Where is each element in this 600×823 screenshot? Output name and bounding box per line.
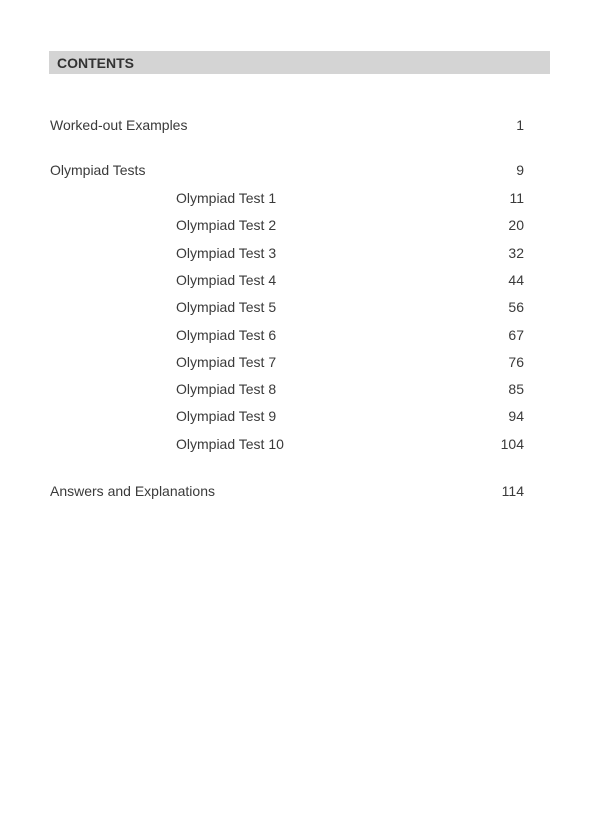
entry-title: Olympiad Test 7 [176, 353, 277, 370]
toc-entry[interactable]: Worked-out Examples 1 [50, 117, 524, 133]
entry-page: 56 [508, 299, 524, 316]
entry-title: Olympiad Test 4 [176, 271, 277, 288]
contents-heading: CONTENTS [57, 55, 134, 71]
entry-page: 44 [508, 271, 524, 288]
entry-title: Olympiad Test 2 [176, 217, 277, 234]
entry-title: Olympiad Tests [50, 162, 146, 178]
entry-page: 1 [516, 117, 524, 133]
entry-page: 32 [508, 244, 524, 261]
entry-title: Olympiad Test 10 [176, 435, 284, 452]
toc-entry[interactable]: Olympiad Test 3 32 [176, 245, 524, 261]
entry-page: 76 [508, 353, 524, 370]
toc-entry[interactable]: Olympiad Test 10 104 [176, 436, 524, 452]
entry-page: 114 [501, 483, 524, 499]
toc-entry[interactable]: Olympiad Test 6 67 [176, 327, 524, 343]
entry-title: Olympiad Test 8 [176, 381, 277, 398]
toc-entry[interactable]: Olympiad Test 1 11 [176, 190, 524, 206]
entry-page: 94 [508, 408, 524, 425]
toc-entry[interactable]: Olympiad Test 8 85 [176, 381, 524, 397]
entry-title: Answers and Explanations [50, 483, 215, 499]
entry-page: 104 [500, 435, 524, 452]
toc-entry[interactable]: Olympiad Test 2 20 [176, 217, 524, 233]
toc-entry[interactable]: Olympiad Test 5 56 [176, 299, 524, 315]
entry-title: Olympiad Test 5 [176, 299, 277, 316]
toc-entry[interactable]: Olympiad Test 7 76 [176, 354, 524, 370]
entry-page: 85 [508, 381, 524, 398]
entry-title: Olympiad Test 3 [176, 244, 277, 261]
entry-title: Olympiad Test 9 [176, 408, 277, 425]
entry-title: Worked-out Examples [50, 117, 188, 133]
toc-entry[interactable]: Olympiad Test 4 44 [176, 272, 524, 288]
entry-page: 67 [508, 326, 524, 343]
entry-page: 11 [509, 190, 524, 206]
entry-title: Olympiad Test 1 [176, 190, 277, 206]
toc-entry[interactable]: Olympiad Test 9 94 [176, 408, 524, 424]
toc-entry[interactable]: Olympiad Tests 9 [50, 162, 524, 178]
contents-header: CONTENTS [49, 51, 550, 74]
entry-page: 20 [508, 217, 524, 234]
toc-entry[interactable]: Answers and Explanations 114 [50, 483, 524, 499]
entry-title: Olympiad Test 6 [176, 326, 277, 343]
entry-page: 9 [516, 162, 524, 178]
